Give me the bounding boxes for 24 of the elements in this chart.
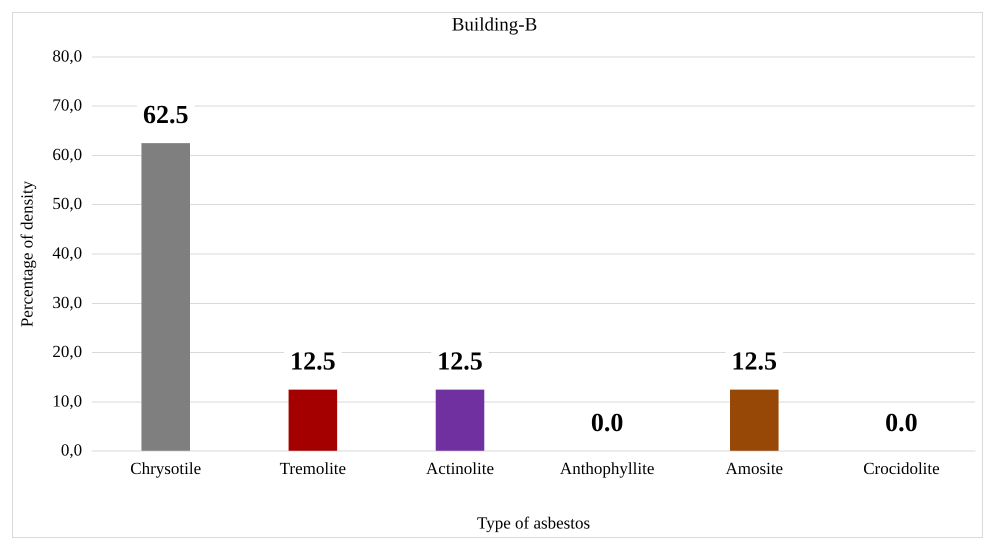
- y-tick-label: 50,0: [52, 194, 82, 214]
- x-tick-label: Tremolite: [280, 458, 346, 478]
- x-tick-label: Amosite: [725, 458, 784, 478]
- data-label: 12.5: [290, 346, 336, 376]
- chart-title: Building-B: [452, 14, 538, 36]
- data-label: 0.0: [885, 408, 918, 437]
- x-tick-label: Chrysotile: [130, 458, 202, 478]
- y-tick-label: 10,0: [52, 391, 82, 410]
- x-tick-label: Anthophyllite: [560, 458, 654, 478]
- y-tick-label: 40,0: [52, 243, 82, 262]
- y-tick-label: 0,0: [60, 440, 82, 460]
- data-label: 62.5: [142, 100, 188, 129]
- y-tick-label: 20,0: [52, 342, 82, 362]
- y-axis-title: Percentage of density: [18, 180, 37, 328]
- x-tick-label: Actinolite: [426, 458, 494, 478]
- data-label: 0.0: [590, 408, 624, 437]
- data-label: 12.5: [732, 346, 778, 376]
- data-label: 12.5: [437, 346, 483, 376]
- y-tick-label: 30,0: [52, 292, 82, 312]
- x-tick-label: Crocidolite: [863, 458, 940, 478]
- y-tick-label: 80,0: [52, 46, 82, 66]
- y-tick-label: 60,0: [52, 144, 82, 164]
- y-tick-label: 70,0: [52, 96, 82, 115]
- x-axis-title: Type of asbestos: [477, 513, 590, 532]
